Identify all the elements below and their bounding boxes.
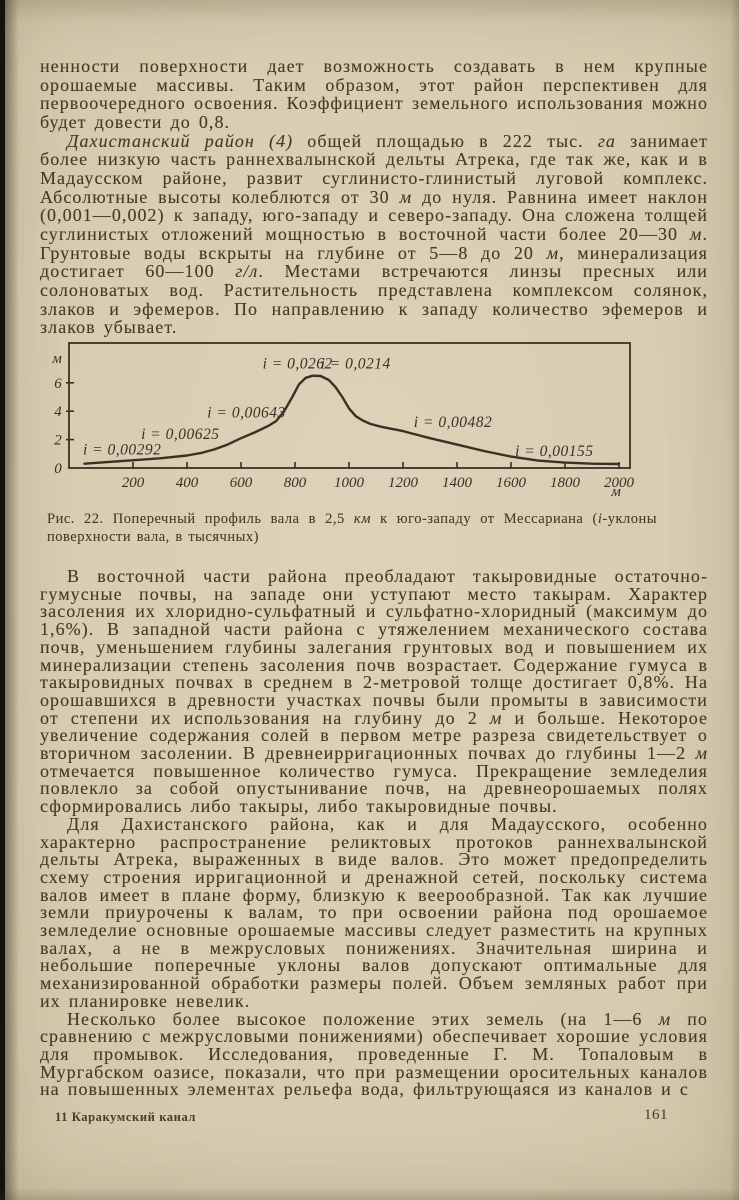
text-run: до нуля. Равнина имеет наклон (0,001—0,0… [40, 186, 709, 244]
text-run: , минерализация достигает 60—100 [40, 242, 708, 282]
slope-annotation: i = 0,00155 [515, 443, 593, 460]
x-tick-label: 800 [284, 475, 307, 491]
y-tick-label: 6 [54, 376, 62, 392]
y-tick-label: 0 [54, 461, 62, 477]
figure-caption: Рис. 22. Поперечный профиль вала в 2,5 к… [47, 511, 657, 546]
text-run: и больше. Некоторое увеличение содержани… [40, 707, 709, 764]
text-run: Для Дахистанского района, как и для Мада… [40, 813, 708, 1011]
slope-annotation: i = 0,00292 [83, 442, 161, 459]
x-tick-label: 400 [176, 475, 199, 491]
text-run: ненности поверхности дает возможность со… [40, 56, 708, 132]
text-run: м [658, 1008, 672, 1029]
text-run: м [689, 223, 703, 244]
text-run: г/л [235, 261, 259, 282]
slope-annotation: i = 0,00482 [414, 414, 492, 431]
x-axis-unit: м [610, 484, 621, 500]
text-run: общей площадью в 222 тыс. [293, 130, 598, 151]
x-tick-label: 200 [122, 475, 145, 491]
footer-book-title: 11 Каракумский канал [55, 1110, 197, 1124]
paragraph: Дахистанский район (4) общей площадью в … [40, 130, 709, 338]
text-run: . Местами встречаются линзы пресных или … [40, 261, 708, 338]
x-tick-label: 2000 [604, 475, 635, 491]
text-run: В восточной части района преобладают так… [40, 566, 708, 728]
scan-edge-left [0, 0, 5, 1200]
slope-annotation: i = 0,0214 [321, 356, 391, 373]
y-tick-label: 2 [54, 433, 62, 449]
text-run: м [546, 242, 560, 263]
slope-annotation: i = 0,00625 [141, 426, 219, 443]
profile-curve [83, 374, 621, 466]
page-number: 161 [644, 1107, 668, 1123]
x-tick-label: 1400 [442, 475, 473, 491]
text-run: i [597, 511, 603, 527]
y-axis-unit: м [51, 351, 62, 367]
figure-22: 200 400 600 800 1000 1200 1400 1600 1800 2000 0 2 4 6… [28, 338, 688, 502]
x-tick-label: 1600 [496, 475, 527, 491]
text-run: м [695, 743, 708, 764]
scan-edge-bottom-shadow [0, 1188, 739, 1200]
x-tick-label: 600 [230, 475, 253, 491]
text-run: отмечается повышенное количество гумуса.… [40, 760, 708, 817]
text-run: -уклоны поверхности вала, в тысячных) [47, 511, 657, 545]
scan-edge-left-shadow [5, 0, 19, 1200]
y-tick-label: 4 [54, 404, 62, 420]
paragraph: Для Дахистанского района, как и для Мада… [40, 813, 708, 1011]
text-run: Рис. 22. Поперечный профиль вала в 2,5 [47, 511, 354, 527]
text-run: по сравнению с межрусловыми понижениями)… [40, 1008, 708, 1100]
scan-edge-right-shadow [730, 0, 739, 1200]
x-tick-label: 1000 [334, 475, 365, 491]
text-run: Несколько более высокое положение этих з… [67, 1008, 659, 1029]
text-run: га [597, 130, 616, 151]
text-run: Дахистанский район (4) [67, 130, 294, 151]
text-run: м [399, 186, 413, 207]
x-tick-label: 1200 [388, 475, 419, 491]
text-run: км [353, 511, 371, 527]
paragraph: В восточной части района преобладают так… [40, 566, 709, 817]
slope-annotation: i = 0,00643 [207, 405, 285, 422]
text-run: . Грунтовые воды вскрыты на глубине от 5… [40, 223, 708, 263]
body-text-top: ненности поверхности дает возможность со… [40, 57, 708, 337]
paragraph: ненности поверхности дает возможность со… [40, 57, 708, 132]
slope-annotation: i = 0,0262 [263, 356, 333, 373]
text-run: к юго-западу от Мессариана ( [370, 511, 598, 527]
text-run: м [489, 707, 503, 728]
body-text-bottom: В восточной части района преобладают так… [40, 566, 709, 1100]
text-run: занимает более низкую часть раннехвалынс… [40, 130, 708, 207]
profile-chart: 200 400 600 800 1000 1200 1400 1600 1800 2000 0 2 4 6… [51, 342, 635, 500]
x-tick-label: 1800 [550, 475, 581, 491]
paragraph: Несколько более высокое положение этих з… [40, 1008, 708, 1100]
